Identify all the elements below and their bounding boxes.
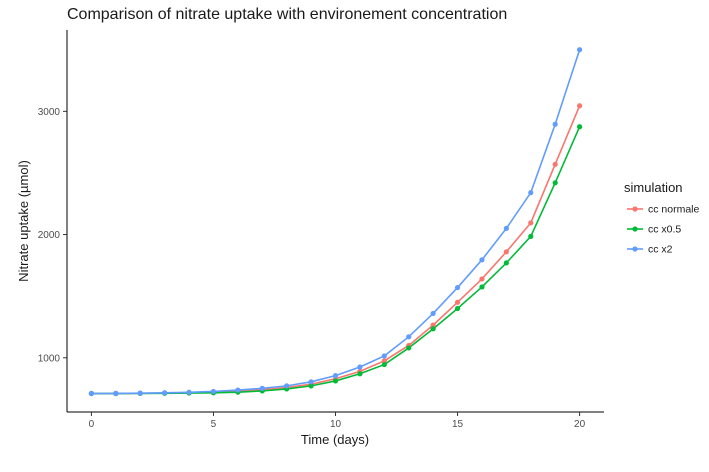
data-point-cc-normale: [528, 220, 534, 226]
plot-points: [88, 47, 583, 397]
x-tick-label: 15: [452, 419, 464, 430]
x-tick-label: 5: [211, 419, 217, 430]
data-point-cc-x2: [259, 385, 265, 391]
data-point-cc-x2: [162, 390, 168, 396]
data-point-cc-x0-5: [479, 284, 485, 290]
legend-key-point: [632, 206, 638, 212]
data-point-cc-x2: [576, 47, 583, 53]
data-point-cc-x2: [357, 364, 363, 370]
data-point-cc-x2: [308, 379, 314, 385]
legend-label: cc x0.5: [648, 224, 681, 236]
data-point-cc-x2: [210, 388, 217, 395]
legend-item-cc-x2: cc x2: [627, 244, 673, 256]
data-point-cc-normale: [430, 322, 436, 328]
data-point-cc-x0-5: [552, 180, 558, 186]
y-tick-label: 1000: [38, 353, 61, 364]
data-point-cc-normale: [454, 299, 461, 305]
legend-label: cc x2: [648, 244, 673, 256]
legend: cc normale cc x0.5 cc x2: [627, 204, 700, 256]
data-point-cc-x2: [552, 121, 558, 127]
data-point-cc-x0-5: [430, 326, 436, 332]
data-point-cc-normale: [479, 276, 485, 282]
x-tick-label: 0: [89, 419, 95, 430]
data-point-cc-x2: [88, 390, 95, 397]
y-axis-ticks: 1000 2000 3000: [38, 107, 67, 364]
data-point-cc-x0-5: [332, 378, 339, 384]
legend-key-point: [632, 246, 638, 252]
series-line-cc-x0-5: [91, 126, 581, 395]
legend-label: cc normale: [648, 204, 700, 216]
data-point-cc-x2: [406, 334, 412, 340]
data-point-cc-x2: [528, 190, 534, 196]
data-point-cc-x0-5: [357, 371, 363, 377]
x-axis-ticks: 0 5 10 15 20: [89, 412, 586, 430]
data-point-cc-x2: [235, 387, 241, 393]
data-point-cc-x0-5: [454, 305, 461, 312]
data-point-cc-x2: [137, 390, 143, 396]
data-point-cc-x0-5: [308, 383, 314, 389]
legend-title: simulation: [624, 180, 683, 195]
data-point-cc-normale: [503, 249, 509, 255]
data-point-cc-x2: [479, 257, 485, 263]
data-point-cc-normale: [381, 358, 387, 364]
data-point-cc-x2: [430, 310, 436, 317]
legend-item-cc-x0-5: cc x0.5: [627, 224, 681, 236]
data-point-cc-normale: [552, 161, 558, 167]
data-point-cc-x2: [284, 383, 290, 389]
data-point-cc-x2: [332, 373, 339, 379]
data-point-cc-x0-5: [503, 260, 509, 266]
legend-item-cc-normale: cc normale: [627, 204, 700, 216]
data-point-cc-x2: [186, 389, 192, 395]
y-tick-label: 2000: [38, 230, 61, 241]
series-line-cc-x2: [91, 49, 581, 395]
chart-title: Comparison of nitrate uptake with enviro…: [67, 6, 507, 23]
x-tick-label: 10: [330, 419, 342, 430]
data-point-cc-x2: [454, 284, 461, 291]
data-point-cc-x0-5: [381, 361, 387, 368]
x-axis-title: Time (days): [301, 432, 369, 447]
plot-lines: [91, 49, 581, 395]
data-point-cc-x0-5: [576, 124, 583, 130]
legend-key-point: [632, 226, 638, 232]
data-point-cc-x2: [113, 390, 119, 396]
data-point-cc-x0-5: [528, 233, 534, 240]
y-axis-title: Nitrate uptake (µmol): [16, 160, 31, 282]
y-tick-label: 3000: [38, 107, 61, 118]
data-point-cc-x0-5: [406, 345, 412, 351]
data-point-cc-x2: [381, 353, 387, 359]
data-point-cc-normale: [576, 103, 583, 109]
data-point-cc-x2: [503, 225, 509, 231]
x-tick-label: 20: [574, 419, 586, 430]
